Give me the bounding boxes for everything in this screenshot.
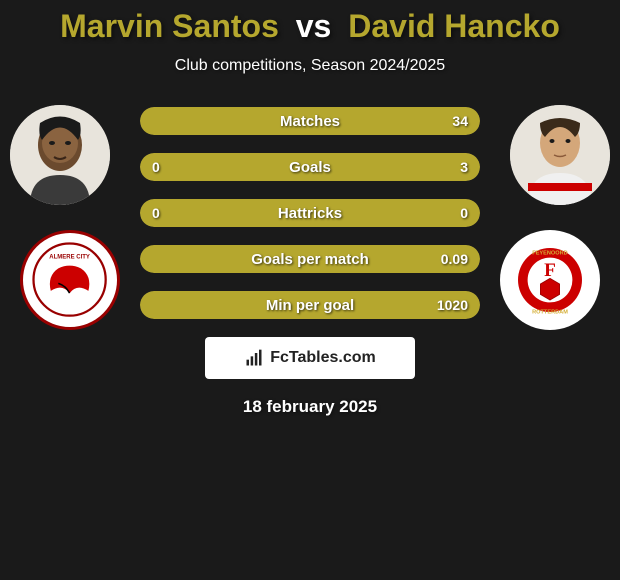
stat-row-hattricks: 0 Hattricks 0 [140, 199, 480, 227]
date-text: 18 february 2025 [0, 397, 620, 417]
stat-right-value: 0 [460, 205, 468, 221]
svg-text:ALMERE CITY: ALMERE CITY [50, 255, 91, 261]
branding-badge: FcTables.com [205, 337, 415, 379]
stats-container: Matches 34 0 Goals 3 0 Hattricks 0 Goals… [140, 105, 480, 319]
player2-avatar [510, 105, 610, 205]
stat-label: Goals per match [140, 251, 480, 268]
stat-row-min-per-goal: Min per goal 1020 [140, 291, 480, 319]
stat-row-goals-per-match: Goals per match 0.09 [140, 245, 480, 273]
player1-avatar [10, 105, 110, 205]
player2-club-badge: F FEYENOORD ROTTERDAM [500, 230, 600, 330]
stat-right-value: 34 [452, 113, 468, 129]
comparison-title: Marvin Santos vs David Hancko [0, 0, 620, 45]
stat-row-matches: Matches 34 [140, 107, 480, 135]
player1-club-badge: ALMERE CITY [20, 230, 120, 330]
stat-label: Matches [140, 113, 480, 130]
main-area: ALMERE CITY F FEYENOORD ROTTERDAM Matche… [0, 105, 620, 417]
club-badge-icon: F FEYENOORD ROTTERDAM [510, 240, 590, 320]
stat-right-value: 3 [460, 159, 468, 175]
branding-text: FcTables.com [270, 349, 376, 367]
chart-icon [244, 348, 264, 368]
avatar-placeholder-icon [10, 105, 110, 205]
stat-right-value: 1020 [437, 297, 468, 313]
svg-text:F: F [544, 260, 556, 281]
player1-name: Marvin Santos [60, 8, 279, 44]
svg-text:FEYENOORD: FEYENOORD [532, 250, 567, 256]
stat-label: Hattricks [140, 205, 480, 222]
stat-label: Goals [140, 159, 480, 176]
vs-text: vs [296, 8, 332, 44]
stat-right-value: 0.09 [441, 251, 468, 267]
stat-label: Min per goal [140, 297, 480, 314]
subtitle: Club competitions, Season 2024/2025 [0, 57, 620, 75]
avatar-placeholder-icon [510, 105, 610, 205]
svg-text:ROTTERDAM: ROTTERDAM [532, 310, 568, 316]
player2-name: David Hancko [348, 8, 560, 44]
club-badge-icon: ALMERE CITY [32, 242, 107, 317]
stat-row-goals: 0 Goals 3 [140, 153, 480, 181]
